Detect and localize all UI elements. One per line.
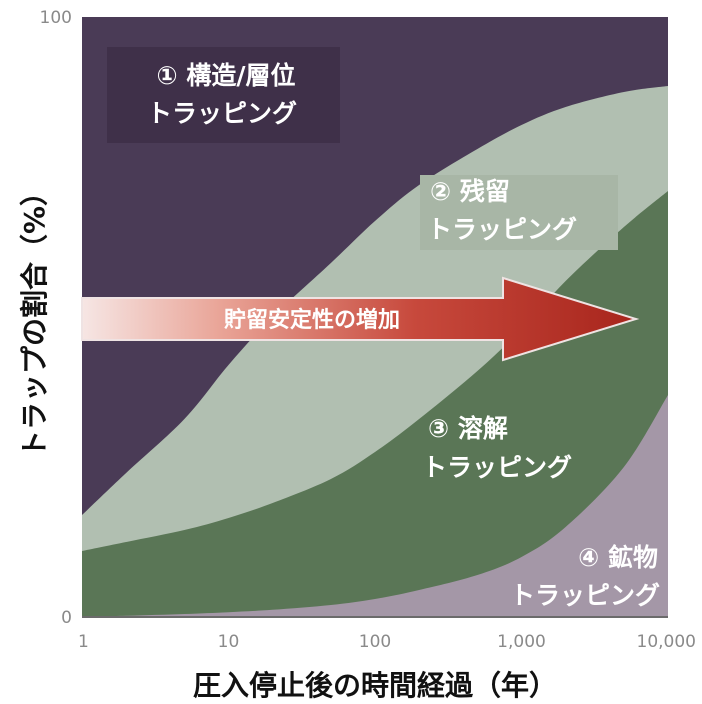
x-axis-title: 圧入停止後の時間経過（年） [193, 669, 557, 702]
x-tick-label: 10,000 [637, 632, 696, 652]
residual-label-line1: ② 残留 [430, 177, 510, 206]
residual-label-box [420, 175, 618, 250]
y-tick-label: 100 [40, 8, 72, 28]
x-tick-label: 100 [359, 632, 391, 652]
mineral-trapping-area [82, 395, 668, 617]
y-axis-title: トラップの割合（%） [18, 178, 51, 458]
structural-label-line2: トラッピング [147, 99, 297, 128]
mineral-label-line2: トラッピング [510, 581, 660, 610]
area-labels: ① 構造/層位 トラッピング ② 残留 トラッピング ③ 溶解 トラッピング ④… [107, 47, 660, 610]
dissolution-label-line2: トラッピング [422, 453, 572, 482]
x-tick-label: 10 [218, 632, 240, 652]
x-tick-labels: 1 10 100 1,000 10,000 [78, 632, 696, 652]
x-tick-label: 1,000 [497, 632, 546, 652]
structural-label-box [107, 47, 340, 143]
y-tick-label: 0 [61, 608, 72, 628]
residual-label-line2: トラッピング [427, 215, 577, 244]
stability-arrow: 貯留安定性の増加 [81, 276, 640, 362]
dissolution-label-line1: ③ 溶解 [428, 414, 508, 443]
structural-label-line1: ① 構造/層位 [156, 61, 295, 90]
mineral-label-line1: ④ 鉱物 [578, 543, 658, 572]
stability-arrow-shape [81, 276, 640, 362]
x-tick-label: 1 [78, 632, 89, 652]
dissolution-trapping-area [82, 191, 668, 617]
y-tick-labels: 0 100 [40, 8, 72, 628]
stability-arrow-label: 貯留安定性の増加 [224, 307, 400, 333]
